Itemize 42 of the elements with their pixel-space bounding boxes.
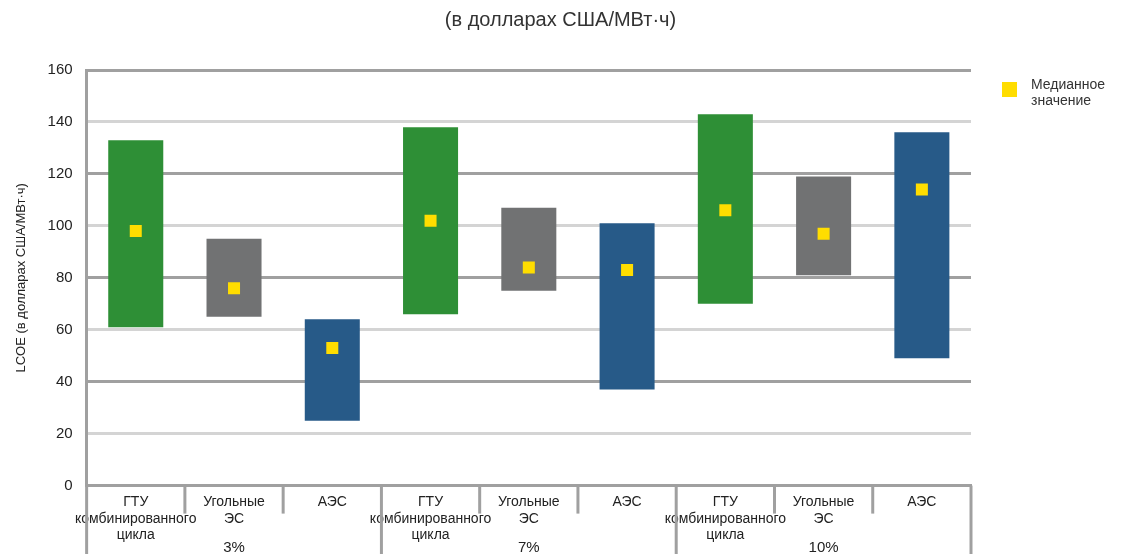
y-tick-label: 60 xyxy=(55,319,73,337)
text: 7% xyxy=(517,538,540,554)
y-tick-label: 40 xyxy=(55,371,73,389)
y-tick-label: 100 xyxy=(47,215,73,233)
bar xyxy=(697,114,753,304)
y-axis-title: LCOE (в долларах США/МВт·ч) xyxy=(13,183,29,373)
bar xyxy=(403,127,459,315)
point xyxy=(522,261,535,274)
x-tick-label: Угольные ЭС xyxy=(792,492,855,526)
x-tick-label: АЭС xyxy=(612,492,642,509)
x-tick-label: ГТУ комбинированного цикла xyxy=(664,492,787,543)
chart-title: (в долларах США/МВт·ч) xyxy=(443,8,678,31)
point xyxy=(719,204,732,217)
bar xyxy=(599,223,655,390)
point xyxy=(424,214,437,227)
x-tick-label: АЭС xyxy=(907,492,937,509)
bar xyxy=(304,319,360,421)
y-tick-label: 0 xyxy=(64,475,73,493)
point xyxy=(621,264,634,277)
bar xyxy=(796,176,852,276)
bar xyxy=(206,238,262,317)
y-tick-label: 120 xyxy=(47,164,73,182)
point xyxy=(129,225,142,238)
legend-label: Медианное значение xyxy=(1031,76,1107,108)
point xyxy=(228,282,241,295)
point xyxy=(817,227,830,240)
bar xyxy=(894,132,950,359)
x-tick-label: Угольные ЭС xyxy=(203,492,266,526)
text: 3% xyxy=(223,538,245,554)
x-tick-label: ГТУ комбинированного цикла xyxy=(75,492,197,543)
x-tick-label: Угольные ЭС xyxy=(498,492,560,526)
point xyxy=(915,183,928,196)
y-tick-label: 160 xyxy=(47,60,73,78)
x-tick-label: АЭС xyxy=(317,492,347,509)
x-tick-label: ГТУ комбинированного цикла xyxy=(369,492,492,543)
bar xyxy=(501,207,557,291)
y-tick-label: 20 xyxy=(55,423,73,441)
bar xyxy=(108,140,164,328)
point xyxy=(326,341,339,354)
y-tick-label: 80 xyxy=(55,267,73,285)
text: 10% xyxy=(808,538,839,554)
y-tick-label: 140 xyxy=(47,112,73,130)
